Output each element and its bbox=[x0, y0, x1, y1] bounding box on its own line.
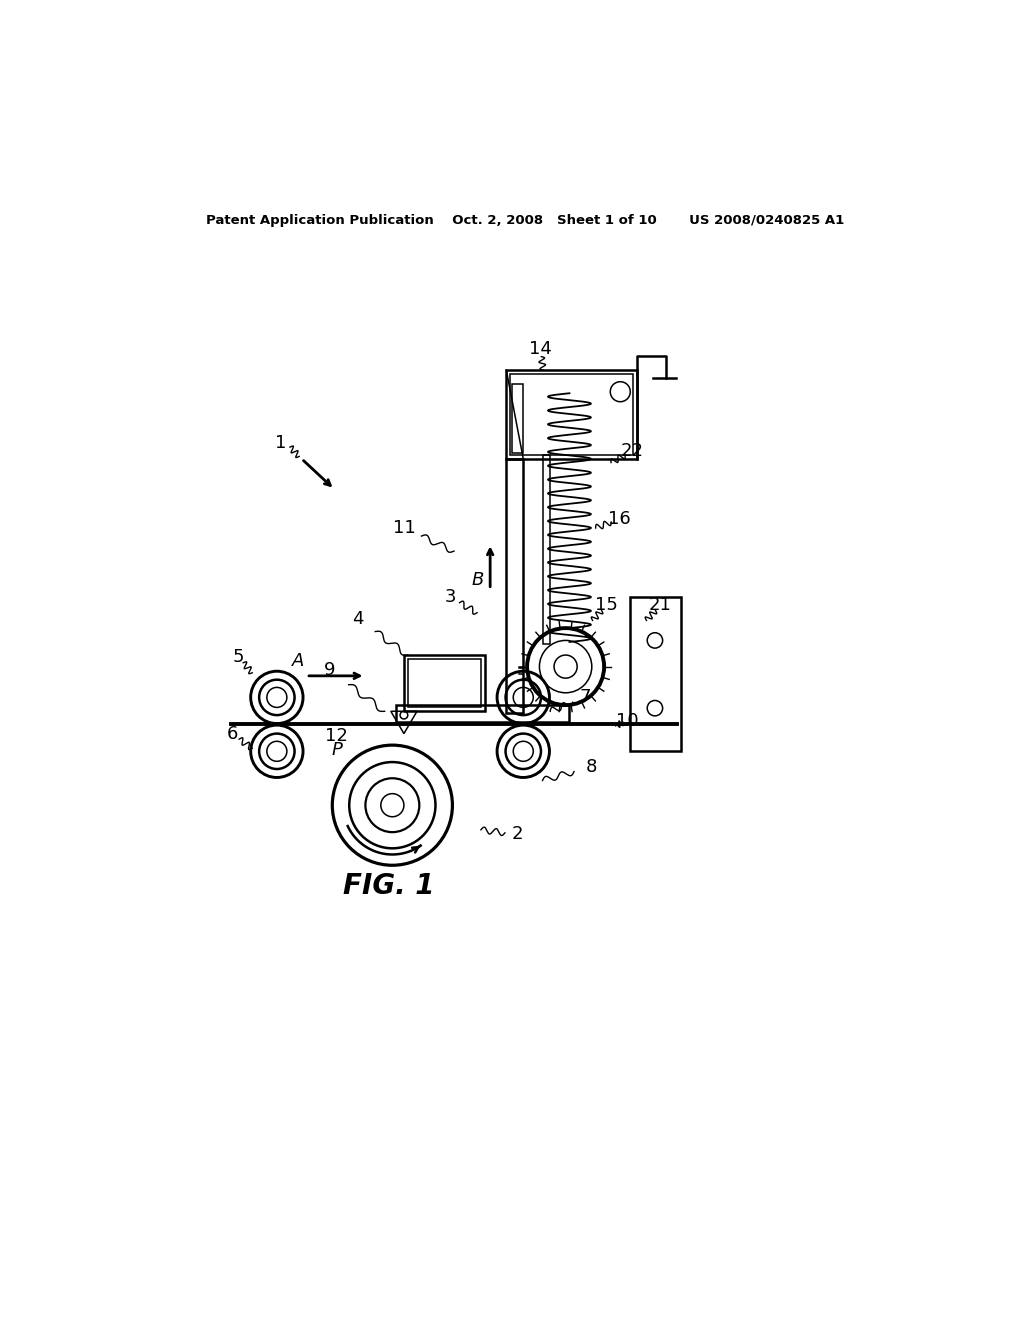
Bar bbox=[543, 455, 550, 644]
Text: 1: 1 bbox=[275, 434, 287, 453]
Text: 22: 22 bbox=[622, 442, 644, 459]
Text: Patent Application Publication    Oct. 2, 2008   Sheet 1 of 10       US 2008/024: Patent Application Publication Oct. 2, 2… bbox=[206, 214, 844, 227]
Text: P: P bbox=[332, 741, 342, 759]
Text: 5: 5 bbox=[232, 648, 244, 667]
Text: 10: 10 bbox=[615, 711, 639, 730]
Bar bbox=[510, 374, 634, 455]
Text: B: B bbox=[472, 572, 484, 589]
Text: 11: 11 bbox=[392, 519, 416, 537]
Bar bbox=[403, 655, 484, 711]
Text: 15: 15 bbox=[595, 597, 617, 614]
Text: 7: 7 bbox=[580, 689, 591, 706]
Text: 6: 6 bbox=[226, 726, 238, 743]
Text: 14: 14 bbox=[528, 341, 552, 358]
Text: FIG. 1: FIG. 1 bbox=[343, 873, 434, 900]
Text: 4: 4 bbox=[352, 610, 364, 628]
Text: 3: 3 bbox=[444, 589, 456, 606]
Bar bbox=[396, 705, 569, 722]
Text: 8: 8 bbox=[586, 758, 597, 776]
Text: 2: 2 bbox=[512, 825, 523, 843]
Text: 12: 12 bbox=[326, 727, 348, 744]
Text: 9: 9 bbox=[324, 661, 335, 680]
Bar bbox=[512, 384, 523, 453]
Bar bbox=[408, 659, 481, 708]
Text: 21: 21 bbox=[649, 597, 672, 614]
Bar bbox=[506, 459, 523, 713]
Bar bbox=[506, 370, 637, 459]
Text: A: A bbox=[292, 652, 304, 669]
Bar bbox=[630, 597, 681, 751]
Text: 16: 16 bbox=[608, 510, 631, 528]
